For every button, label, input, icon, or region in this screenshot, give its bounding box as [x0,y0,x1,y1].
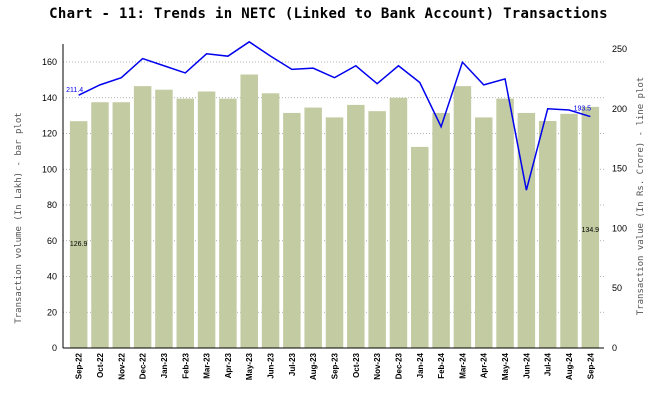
bar [155,89,173,349]
x-tick-label: Dec-23 [394,352,403,379]
bar [474,117,493,348]
bar [219,98,237,348]
bar [112,102,131,348]
bar [389,97,408,348]
x-tick-label: Aug-24 [565,352,574,380]
x-tick-label: Nov-23 [373,352,382,379]
y-right-tick-label: 50 [612,283,622,293]
y-axis-left-label: Transaction volume (In Lakh) - bar plot [14,112,24,323]
y-right-tick-label: 100 [612,223,627,233]
y-left-tick-label: 100 [42,164,57,174]
x-tick-label: Jul-23 [288,352,297,376]
x-tick-label: Mar-23 [203,352,212,378]
bar [581,106,600,349]
x-tick-label: May-24 [501,352,510,380]
line-data-label-first: 211.4 [66,87,83,94]
y-left-tick-label: 80 [47,200,57,210]
x-tick-label: Jun-24 [522,352,531,378]
y-left-tick-label: 120 [42,129,57,139]
x-tick-label: Nov-22 [117,352,126,379]
y-axis-right-label: Transaction value (In Rs. Crore) - line … [636,77,646,315]
y-right-tick-label: 0 [612,343,617,353]
x-tick-label: Aug-23 [309,352,318,380]
x-tick-label: Oct-22 [96,352,105,377]
bar [347,104,365,349]
x-tick-label: Sep-24 [586,352,595,379]
line-series-path [78,40,591,191]
line-data-label-last: 193.5 [574,106,592,113]
x-tick-label: Apr-23 [224,352,233,378]
bar [304,107,322,348]
x-tick-label: Dec-22 [139,352,148,379]
x-tick-label: Jun-23 [267,352,276,378]
x-tick-label: Feb-23 [181,352,190,378]
x-tick-label: Oct-23 [352,352,361,377]
x-tick-label: Apr-24 [480,352,489,378]
y-right-tick-label: 150 [612,164,627,174]
bar [240,74,258,348]
x-tick-label: Sep-22 [75,352,84,379]
bar [325,117,344,348]
bar-data-label-last: 134.9 [582,227,600,234]
bar [411,146,429,348]
y-left-tick-label: 20 [47,307,57,317]
y-left-tick-label: 60 [47,236,57,246]
y-left-tick-label: 0 [52,343,57,353]
bar [197,91,216,349]
y-left-tick-label: 160 [42,57,57,67]
x-tick-label: Jan-23 [160,352,169,378]
y-left-tick-label: 40 [47,272,57,282]
y-right-tick-label: 200 [612,104,627,114]
bar [91,102,109,348]
x-tick-label: Mar-24 [458,352,467,378]
bar-data-label-first: 126.9 [70,241,88,248]
bar-series [69,74,600,349]
x-tick-label: Feb-24 [437,352,446,378]
bar [538,120,557,348]
y-right-tick-label: 250 [612,44,627,54]
x-tick-label: May-23 [245,352,254,380]
x-tick-label: Sep-23 [331,352,340,379]
bar [368,111,386,348]
y-left-tick-label: 140 [42,93,57,103]
bar [517,112,536,348]
axes [62,44,604,349]
x-tick-label: Jul-24 [544,352,553,376]
x-tick-label: Jan-24 [416,352,425,378]
bar [453,86,472,348]
bar [261,93,280,348]
bar [69,121,88,348]
line-series [78,40,591,191]
bar [133,86,152,348]
bar [283,112,301,348]
bar [560,113,578,349]
bar [432,112,450,348]
chart-title: Chart - 11: Trends in NETC (Linked to Ba… [49,6,608,22]
bar [496,98,514,348]
bar [176,98,195,348]
tick-labels: 0 20 40 60 80 100 120 140 160 0 50 100 150 200 250 Sep-… [42,44,627,380]
